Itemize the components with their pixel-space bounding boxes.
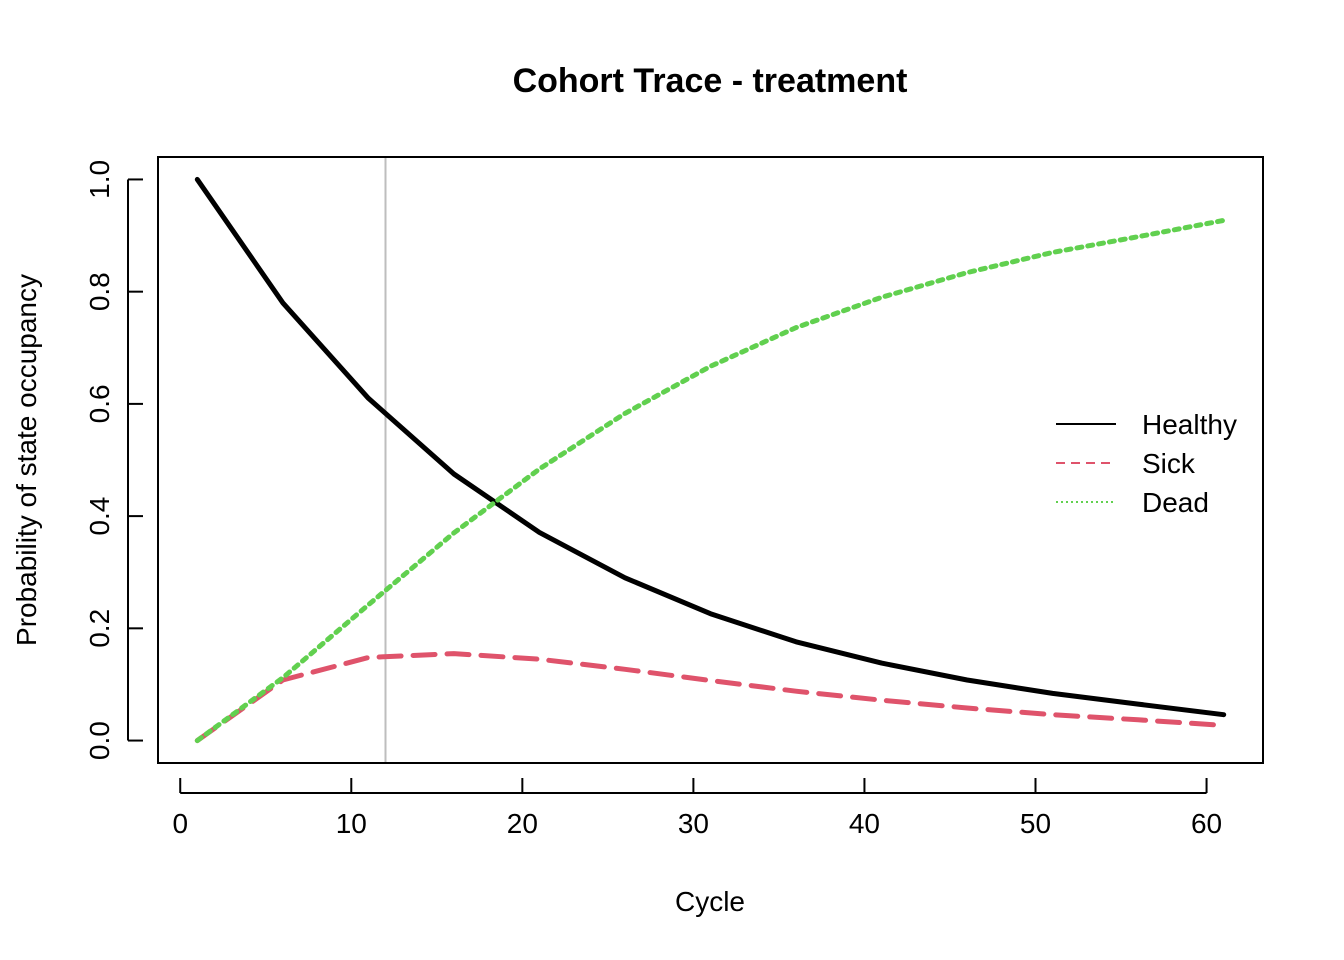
plot-frame: [157, 156, 1264, 764]
chart-title: Cohort Trace - treatment: [513, 62, 908, 100]
series-line-sick: [194, 651, 1227, 744]
y-tick-label-3: 0.6: [84, 384, 115, 423]
y-axis-label: Probability of state occupancy: [11, 274, 42, 646]
legend-label-dead: Dead: [1142, 487, 1209, 518]
y-tick-label-4: 0.8: [84, 272, 115, 311]
x-axis-label: Cycle: [675, 886, 745, 917]
y-tick-label-2: 0.4: [84, 497, 115, 536]
legend-label-healthy: Healthy: [1142, 409, 1237, 440]
x-tick-label-20: 20: [507, 808, 538, 839]
y-tick-label-5: 1.0: [84, 160, 115, 199]
axes: 0 10 20 30 40 50 60 0.0 0.2 0.4 0.6 0.8 1.0: [84, 156, 1264, 839]
plot-area: [194, 157, 1227, 763]
series-line-healthy: [194, 176, 1227, 718]
x-tick-label-0: 0: [172, 808, 188, 839]
legend: Healthy Sick Dead: [1056, 409, 1237, 518]
x-tick-label-50: 50: [1020, 808, 1051, 839]
legend-label-sick: Sick: [1142, 448, 1196, 479]
y-tick-label-1: 0.2: [84, 609, 115, 648]
x-tick-label-10: 10: [336, 808, 367, 839]
x-tick-label-60: 60: [1191, 808, 1222, 839]
series-line-dead: [194, 217, 1227, 744]
y-tick-label-0: 0.0: [84, 721, 115, 760]
x-tick-label-40: 40: [849, 808, 880, 839]
x-tick-label-30: 30: [678, 808, 709, 839]
